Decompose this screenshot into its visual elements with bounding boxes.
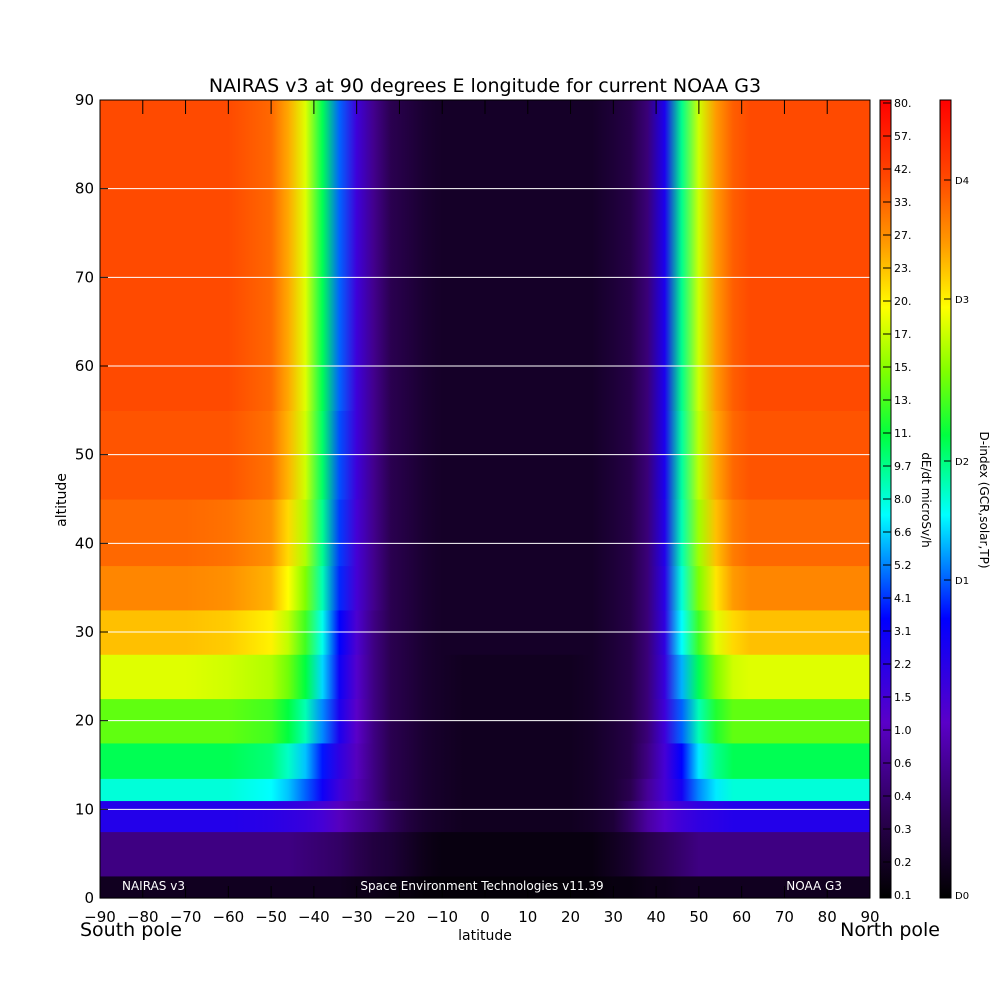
- heatmap-layer: [100, 100, 870, 899]
- x-tick-label: 90: [860, 908, 879, 926]
- x-tick-label: 40: [647, 908, 666, 926]
- dose-tick-label: 57.: [894, 130, 912, 143]
- x-tick-label: −50: [255, 908, 287, 926]
- dose-tick-label: 23.: [894, 262, 912, 275]
- dindex-colorbar-ticks: D0 D1 D2 D3 D4: [944, 176, 969, 902]
- x-tick-label: −20: [384, 908, 416, 926]
- dose-tick-label: 15.: [894, 361, 912, 374]
- x-tick-label: 50: [689, 908, 708, 926]
- x-tick-label: −10: [426, 908, 458, 926]
- x-tick-label: 20: [561, 908, 580, 926]
- y-tick-label: 80: [75, 180, 94, 198]
- dose-tick-label: 0.6: [894, 757, 912, 770]
- dindex-colorbar-label: D-index (GCR,solar,TP): [977, 431, 991, 568]
- dose-colorbar-label: dE/dt microSv/h: [919, 452, 933, 547]
- x-tick-label: −70: [170, 908, 202, 926]
- heatmap-band: [100, 565, 870, 611]
- dose-tick-label: 17.: [894, 328, 912, 341]
- heatmap-band: [100, 499, 870, 567]
- heatmap-band: [100, 778, 870, 802]
- south-pole-label: South pole: [80, 919, 182, 941]
- dose-tick-label: 13.: [894, 394, 912, 407]
- dose-tick-label: 1.5: [894, 691, 912, 704]
- annotation-storm-level: NOAA G3: [786, 879, 842, 893]
- x-tick-label: 70: [775, 908, 794, 926]
- heatmap-band: [100, 831, 870, 877]
- x-tick-label: 60: [732, 908, 751, 926]
- y-tick-label: 50: [75, 446, 94, 464]
- y-tick-label: 20: [75, 712, 94, 730]
- dose-colorbar-ticks: 0.1 0.2 0.3 0.4 0.6 1.0 1.5 2.2 3.1 4.1 5.2 6.6 8.0 9…: [883, 97, 912, 902]
- y-axis-label: altitude: [54, 473, 70, 527]
- dindex-tick-label: D1: [955, 576, 969, 587]
- y-tick-label: 60: [75, 357, 94, 375]
- dose-tick-label: 0.2: [894, 856, 912, 869]
- dose-tick-label: 5.2: [894, 559, 912, 572]
- dose-tick-label: 42.: [894, 163, 912, 176]
- dose-tick-label: 20.: [894, 295, 912, 308]
- dose-tick-label: 3.1: [894, 625, 912, 638]
- grid-lines: [100, 188, 870, 810]
- y-tick-label: 10: [75, 800, 94, 818]
- dose-tick-label: 1.0: [894, 724, 912, 737]
- x-tick-label: −30: [341, 908, 373, 926]
- heatmap-band: [100, 654, 870, 700]
- y-tick-label: 90: [75, 91, 94, 109]
- y-tick-label: 0: [84, 889, 94, 907]
- y-axis: 0 10 20 30 40 50 60 70 80 90: [75, 91, 108, 907]
- annotation-credit: Space Environment Technologies v11.39: [360, 879, 603, 893]
- dose-tick-label: 0.3: [894, 823, 912, 836]
- x-tick-label: −80: [127, 908, 159, 926]
- x-tick-label: 10: [518, 908, 537, 926]
- x-tick-label: −90: [84, 908, 116, 926]
- x-tick-label: −60: [213, 908, 245, 926]
- dose-tick-label: 0.1: [894, 889, 912, 902]
- dose-tick-label: 2.2: [894, 658, 912, 671]
- dose-tick-label: 27.: [894, 229, 912, 242]
- dose-tick-label: 33.: [894, 196, 912, 209]
- x-tick-label: 80: [818, 908, 837, 926]
- chart-title: NAIRAS v3 at 90 degrees E longitude for …: [209, 75, 761, 97]
- x-axis: −90 −80 −70 −60 −50 −40 −30 −20 −10 0 10 20 30 40 50 60…: [84, 100, 880, 926]
- x-tick-label: −40: [298, 908, 330, 926]
- dose-tick-label: 6.6: [894, 526, 912, 539]
- north-pole-label: North pole: [840, 919, 940, 941]
- annotation-model: NAIRAS v3: [122, 879, 185, 893]
- dindex-colorbar: [939, 99, 952, 899]
- x-axis-label: latitude: [458, 928, 512, 944]
- dose-tick-label: 9.7: [894, 460, 912, 473]
- dose-tick-label: 4.1: [894, 592, 912, 605]
- dindex-tick-label: D0: [955, 891, 969, 902]
- x-tick-label: 30: [604, 908, 623, 926]
- dindex-tick-label: D2: [955, 457, 969, 468]
- dindex-tick-label: D3: [955, 295, 969, 306]
- heatmap-band: [100, 800, 870, 833]
- dose-tick-label: 80.: [894, 97, 912, 110]
- dose-tick-label: 0.4: [894, 790, 912, 803]
- y-tick-label: 40: [75, 534, 94, 552]
- x-tick-label: 0: [480, 908, 490, 926]
- heatmap-band: [100, 742, 870, 779]
- y-tick-label: 70: [75, 268, 94, 286]
- y-tick-label: 30: [75, 623, 94, 641]
- dindex-tick-label: D4: [955, 176, 969, 187]
- dose-tick-label: 11.: [894, 427, 912, 440]
- dose-tick-label: 8.0: [894, 493, 912, 506]
